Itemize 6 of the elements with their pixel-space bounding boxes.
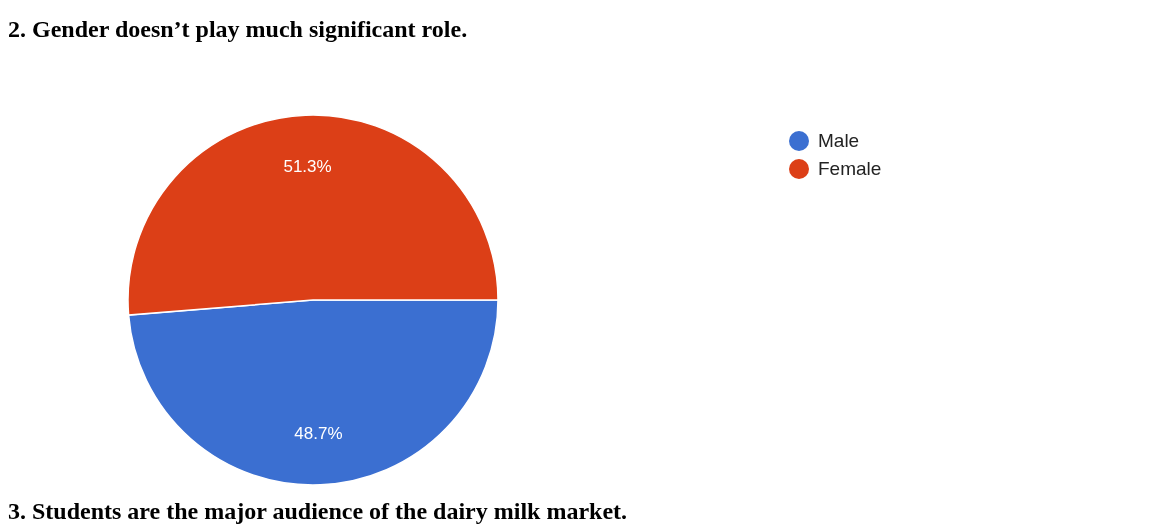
data-label: 51.3% [283, 157, 332, 177]
data-label: 48.7% [294, 423, 343, 443]
text: 3. Students are the major audience of the dairy milk market. [8, 498, 628, 525]
chart-title: 2. Gender doesn’t play much significant role. [8, 16, 468, 43]
legend-label: Female [818, 158, 882, 180]
legend-label: Male [818, 130, 860, 152]
